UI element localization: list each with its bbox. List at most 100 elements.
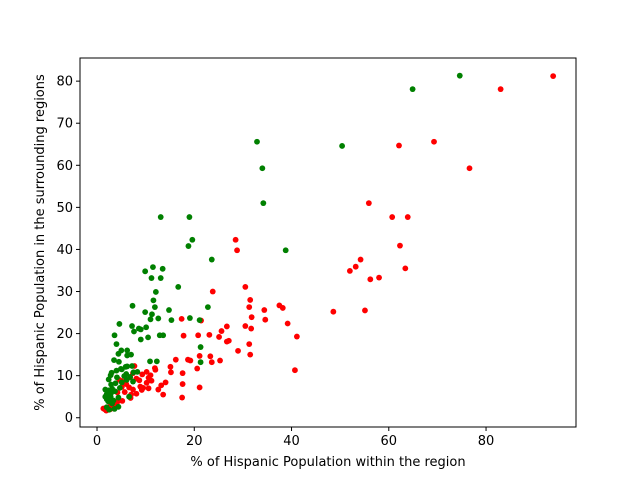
data-point	[404, 214, 411, 220]
data-point	[223, 323, 230, 330]
data-point	[247, 297, 254, 303]
data-point	[218, 328, 225, 334]
data-point	[116, 358, 122, 365]
data-point	[196, 384, 203, 391]
data-point	[431, 138, 437, 145]
data-point	[113, 341, 120, 348]
data-point	[234, 247, 240, 254]
data-point	[122, 363, 129, 370]
data-point	[396, 142, 402, 149]
data-point	[121, 389, 128, 395]
series-0	[100, 73, 557, 414]
y-tick-label: 80	[56, 75, 73, 90]
data-point	[117, 366, 124, 372]
data-point	[248, 325, 255, 332]
data-point	[136, 377, 143, 384]
data-point	[159, 265, 166, 272]
data-point	[134, 368, 141, 375]
data-point	[232, 236, 239, 243]
data-point	[197, 359, 204, 366]
data-point	[362, 307, 368, 314]
data-point	[138, 387, 145, 393]
data-point	[116, 384, 123, 391]
data-point	[456, 72, 463, 79]
data-point	[196, 352, 203, 359]
data-point	[282, 247, 289, 254]
data-point	[550, 73, 557, 79]
data-point	[129, 302, 136, 309]
x-tick-label: 40	[283, 434, 300, 449]
data-point	[284, 320, 291, 327]
data-point	[204, 304, 211, 310]
data-point	[119, 398, 126, 404]
data-point	[186, 214, 193, 220]
data-point	[139, 371, 146, 378]
data-point	[118, 379, 125, 386]
data-point	[242, 283, 249, 290]
data-point	[197, 344, 204, 350]
data-point	[376, 274, 382, 281]
data-point	[148, 275, 155, 281]
data-point	[402, 265, 409, 272]
data-point	[126, 393, 133, 400]
data-point	[223, 338, 230, 345]
data-point	[129, 363, 135, 369]
data-point	[261, 307, 268, 313]
data-point	[109, 400, 115, 407]
scatter-marks	[100, 72, 557, 414]
data-point	[357, 256, 364, 263]
data-point	[114, 374, 120, 381]
x-axis: 0 20 40 60 80	[93, 427, 494, 449]
data-point	[259, 165, 266, 172]
data-point	[292, 367, 298, 374]
data-point	[254, 138, 260, 145]
data-point	[330, 308, 337, 315]
data-point	[160, 332, 167, 339]
data-point	[148, 377, 155, 384]
data-point	[409, 86, 416, 93]
data-point	[142, 268, 149, 275]
data-point	[131, 328, 137, 335]
data-point	[248, 314, 255, 321]
y-tick-label: 0	[65, 411, 73, 426]
data-point	[113, 367, 120, 374]
data-point	[339, 143, 345, 149]
data-point	[209, 288, 216, 295]
data-point	[187, 315, 193, 321]
data-point	[189, 236, 196, 243]
data-point	[151, 365, 158, 371]
data-point	[143, 368, 150, 375]
data-point	[147, 316, 154, 323]
y-tick-label: 50	[56, 201, 73, 216]
data-point	[157, 214, 164, 220]
data-point	[185, 243, 192, 249]
data-point	[151, 304, 158, 310]
data-point	[466, 165, 473, 172]
x-tick-label: 80	[478, 434, 495, 449]
data-point	[167, 363, 174, 370]
data-point	[124, 347, 131, 354]
data-point	[206, 331, 213, 338]
data-point	[149, 311, 155, 318]
data-point	[147, 372, 154, 379]
data-point	[216, 334, 222, 340]
data-point	[130, 386, 136, 393]
data-point	[124, 352, 131, 359]
data-point	[187, 357, 194, 364]
data-point	[178, 315, 185, 322]
data-point	[158, 382, 165, 389]
data-point	[172, 356, 179, 363]
data-point	[179, 370, 186, 377]
data-point	[175, 283, 182, 290]
data-point	[352, 263, 359, 270]
data-point	[152, 289, 159, 295]
data-point	[279, 305, 286, 311]
data-point	[397, 242, 403, 249]
data-point	[260, 200, 267, 207]
y-tick-label: 20	[56, 327, 73, 342]
data-point	[157, 275, 164, 281]
data-point	[142, 309, 149, 316]
data-point	[207, 353, 214, 360]
data-point	[135, 325, 142, 332]
